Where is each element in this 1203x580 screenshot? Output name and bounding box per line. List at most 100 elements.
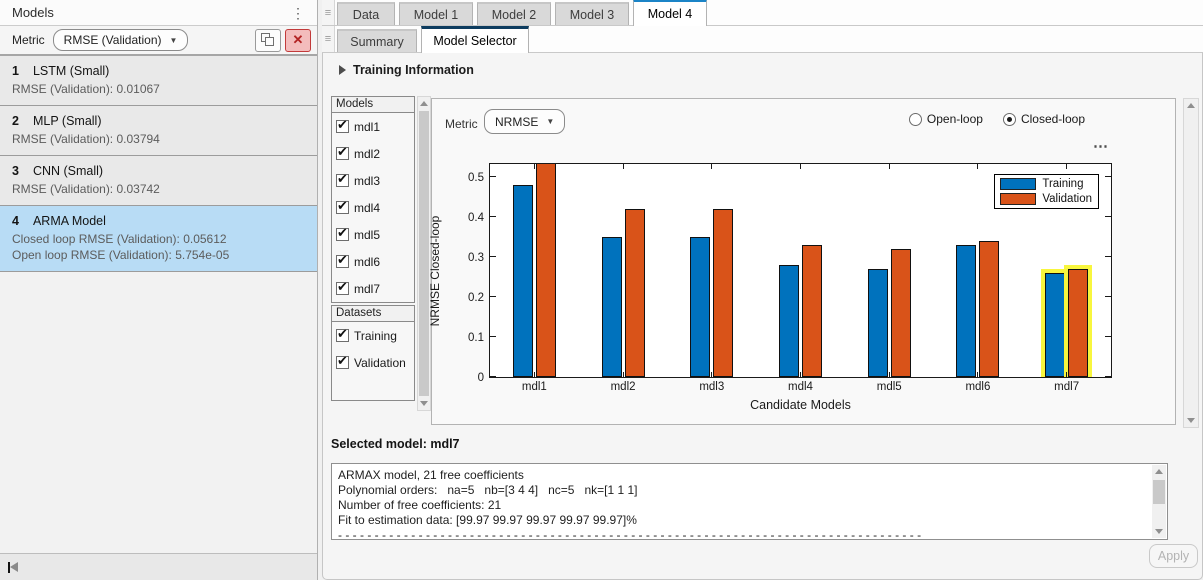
checkbox-row-mdl7[interactable]: ✔ mdl7 [332,275,414,302]
checkbox-row-mdl5[interactable]: ✔ mdl5 [332,221,414,248]
panel-menu-icon[interactable]: ⋮ [291,4,305,21]
check-mark-icon: ✔ [337,252,348,267]
datasets-checkbox-header: Datasets [331,305,415,322]
bar-validation-mdl7[interactable] [1064,265,1093,377]
sub-tab-bar-handle-icon[interactable]: ≡ [322,26,335,52]
bar-validation-mdl2[interactable] [624,209,645,377]
axes-toolbar-icon[interactable]: ⋯ [1093,138,1109,155]
checkbox-row-mdl4[interactable]: ✔ mdl4 [332,194,414,221]
tab-data[interactable]: Data [337,2,395,25]
model-item-metric: Open loop RMSE (Validation): 5.754e-05 [12,248,230,262]
x-tick-mark [711,164,713,169]
checkbox-list-scrollbar[interactable] [417,96,431,411]
scroll-down-icon[interactable] [418,397,430,410]
model-list-item[interactable]: 1 LSTM (Small) RMSE (Validation): 0.01067 [0,56,317,106]
models-checkbox-panel: Models ✔ mdl1 ✔ mdl2 ✔ mdl3 ✔ mdl4 ✔ mdl5 ✔ mdl6 ✔ md… [331,96,415,303]
scroll-up-icon[interactable] [418,97,430,110]
bar-validation-mdl5[interactable] [890,249,911,377]
tab-model-3[interactable]: Model 3 [555,2,629,25]
training-information-section[interactable]: Training Information [339,63,474,77]
tab-model-4[interactable]: Model 4 [633,0,707,26]
datasets-checkbox-panel: Datasets ✔ Training ✔ Validation [331,305,415,401]
checkbox-row-mdl6[interactable]: ✔ mdl6 [332,248,414,275]
dropdown-arrow-icon: ▼ [169,35,178,45]
details-line: Polynomial orders: na=5 nb=[3 4 4] nc=5 … [338,483,638,497]
collapse-panel-icon[interactable] [8,561,18,573]
checkbox-row-mdl3[interactable]: ✔ mdl3 [332,167,414,194]
copy-button[interactable] [255,28,281,52]
close-button[interactable]: ✕ [285,28,311,52]
checkbox-row-validation[interactable]: ✔ Validation [332,349,414,376]
tab-model-selector[interactable]: Model Selector [421,26,529,53]
model-item-name: LSTM (Small) [32,64,110,78]
model-item-name: CNN (Small) [32,164,104,178]
scroll-down-icon[interactable] [1152,525,1166,538]
x-tick-mark [977,372,979,377]
bar-group-mdl5 [866,164,912,377]
chart-metric-dropdown[interactable]: NRMSE ▼ [484,109,566,134]
bar-validation-mdl3[interactable] [713,209,734,377]
bar-training-mdl1[interactable] [512,185,533,377]
model-list-item[interactable]: 4 ARMA Model Closed loop RMSE (Validation)… [0,206,317,272]
y-tick-mark [1105,336,1111,338]
model-item-metric: RMSE (Validation): 0.03742 [12,182,160,196]
tab-bar-handle-icon[interactable]: ≡ [322,0,335,25]
checkbox-checked-icon[interactable]: ✔ [336,326,349,342]
checkbox-label: mdl5 [354,227,381,242]
scroll-down-icon[interactable] [1184,414,1198,427]
checkbox-checked-icon[interactable]: ✔ [336,279,349,295]
checkbox-checked-icon[interactable]: ✔ [336,171,349,187]
model-details-box: ARMAX model, 21 free coefficients Polynom… [331,463,1168,540]
model-list: 1 LSTM (Small) RMSE (Validation): 0.01067 2… [0,56,317,272]
tab-summary[interactable]: Summary [337,29,417,52]
bar-training-mdl2[interactable] [601,237,622,377]
checkbox-row-mdl2[interactable]: ✔ mdl2 [332,140,414,167]
checkbox-checked-icon[interactable]: ✔ [336,117,349,133]
scrollbar-thumb[interactable] [419,111,429,396]
model-list-item[interactable]: 2 MLP (Small) RMSE (Validation): 0.03794 [0,106,317,156]
content-scrollbar[interactable] [1183,98,1199,428]
checkbox-row-mdl1[interactable]: ✔ mdl1 [332,113,414,140]
metric-dropdown[interactable]: RMSE (Validation) ▼ [52,29,189,51]
checkbox-checked-icon[interactable]: ✔ [336,225,349,241]
radio-open-loop[interactable]: Open-loop [908,112,983,126]
bar-validation-mdl1[interactable] [535,164,556,377]
expand-arrow-icon [339,65,346,75]
checkbox-row-training[interactable]: ✔ Training [332,322,414,349]
scroll-up-icon[interactable] [1184,99,1198,112]
tab-model-2[interactable]: Model 2 [477,2,551,25]
bar-validation-mdl6[interactable] [979,241,1000,377]
model-item-number: 2 [12,114,19,128]
bar-training-mdl7[interactable] [1041,269,1070,377]
y-tick-label: 0.4 [468,212,484,225]
checkbox-checked-icon[interactable]: ✔ [336,198,349,214]
radio-closed-loop[interactable]: Closed-loop [1002,112,1085,126]
checkbox-checked-icon[interactable]: ✔ [336,252,349,268]
y-tick-label: 0.1 [468,332,484,345]
apply-button[interactable]: Apply [1149,544,1198,568]
bar-training-mdl3[interactable] [690,237,711,377]
y-tick-mark [490,296,496,298]
scrollbar-thumb[interactable] [1153,480,1165,504]
y-tick-mark [490,336,496,338]
checkbox-label: mdl2 [354,146,381,161]
checkbox-checked-icon[interactable]: ✔ [336,144,349,160]
bar-training-mdl4[interactable] [779,265,799,377]
check-mark-icon: ✔ [337,225,348,240]
model-list-item[interactable]: 3 CNN (Small) RMSE (Validation): 0.03742 [0,156,317,206]
bar-validation-mdl4[interactable] [802,245,822,377]
bar-training-mdl5[interactable] [867,269,888,377]
x-tick-label: mdl6 [965,381,991,393]
checkbox-label: Training [354,328,397,343]
x-tick-mark [711,372,713,377]
check-mark-icon: ✔ [337,353,348,368]
model-item-number: 4 [12,214,19,228]
bar-training-mdl6[interactable] [956,245,977,377]
scroll-up-icon[interactable] [1152,465,1166,478]
model-selector-content: Training Information Models ✔ mdl1 ✔ mdl2 ✔ m… [322,53,1203,580]
tab-model-1[interactable]: Model 1 [399,2,473,25]
details-scrollbar[interactable] [1152,465,1166,538]
checkbox-checked-icon[interactable]: ✔ [336,353,349,369]
model-item-number: 1 [12,64,19,78]
